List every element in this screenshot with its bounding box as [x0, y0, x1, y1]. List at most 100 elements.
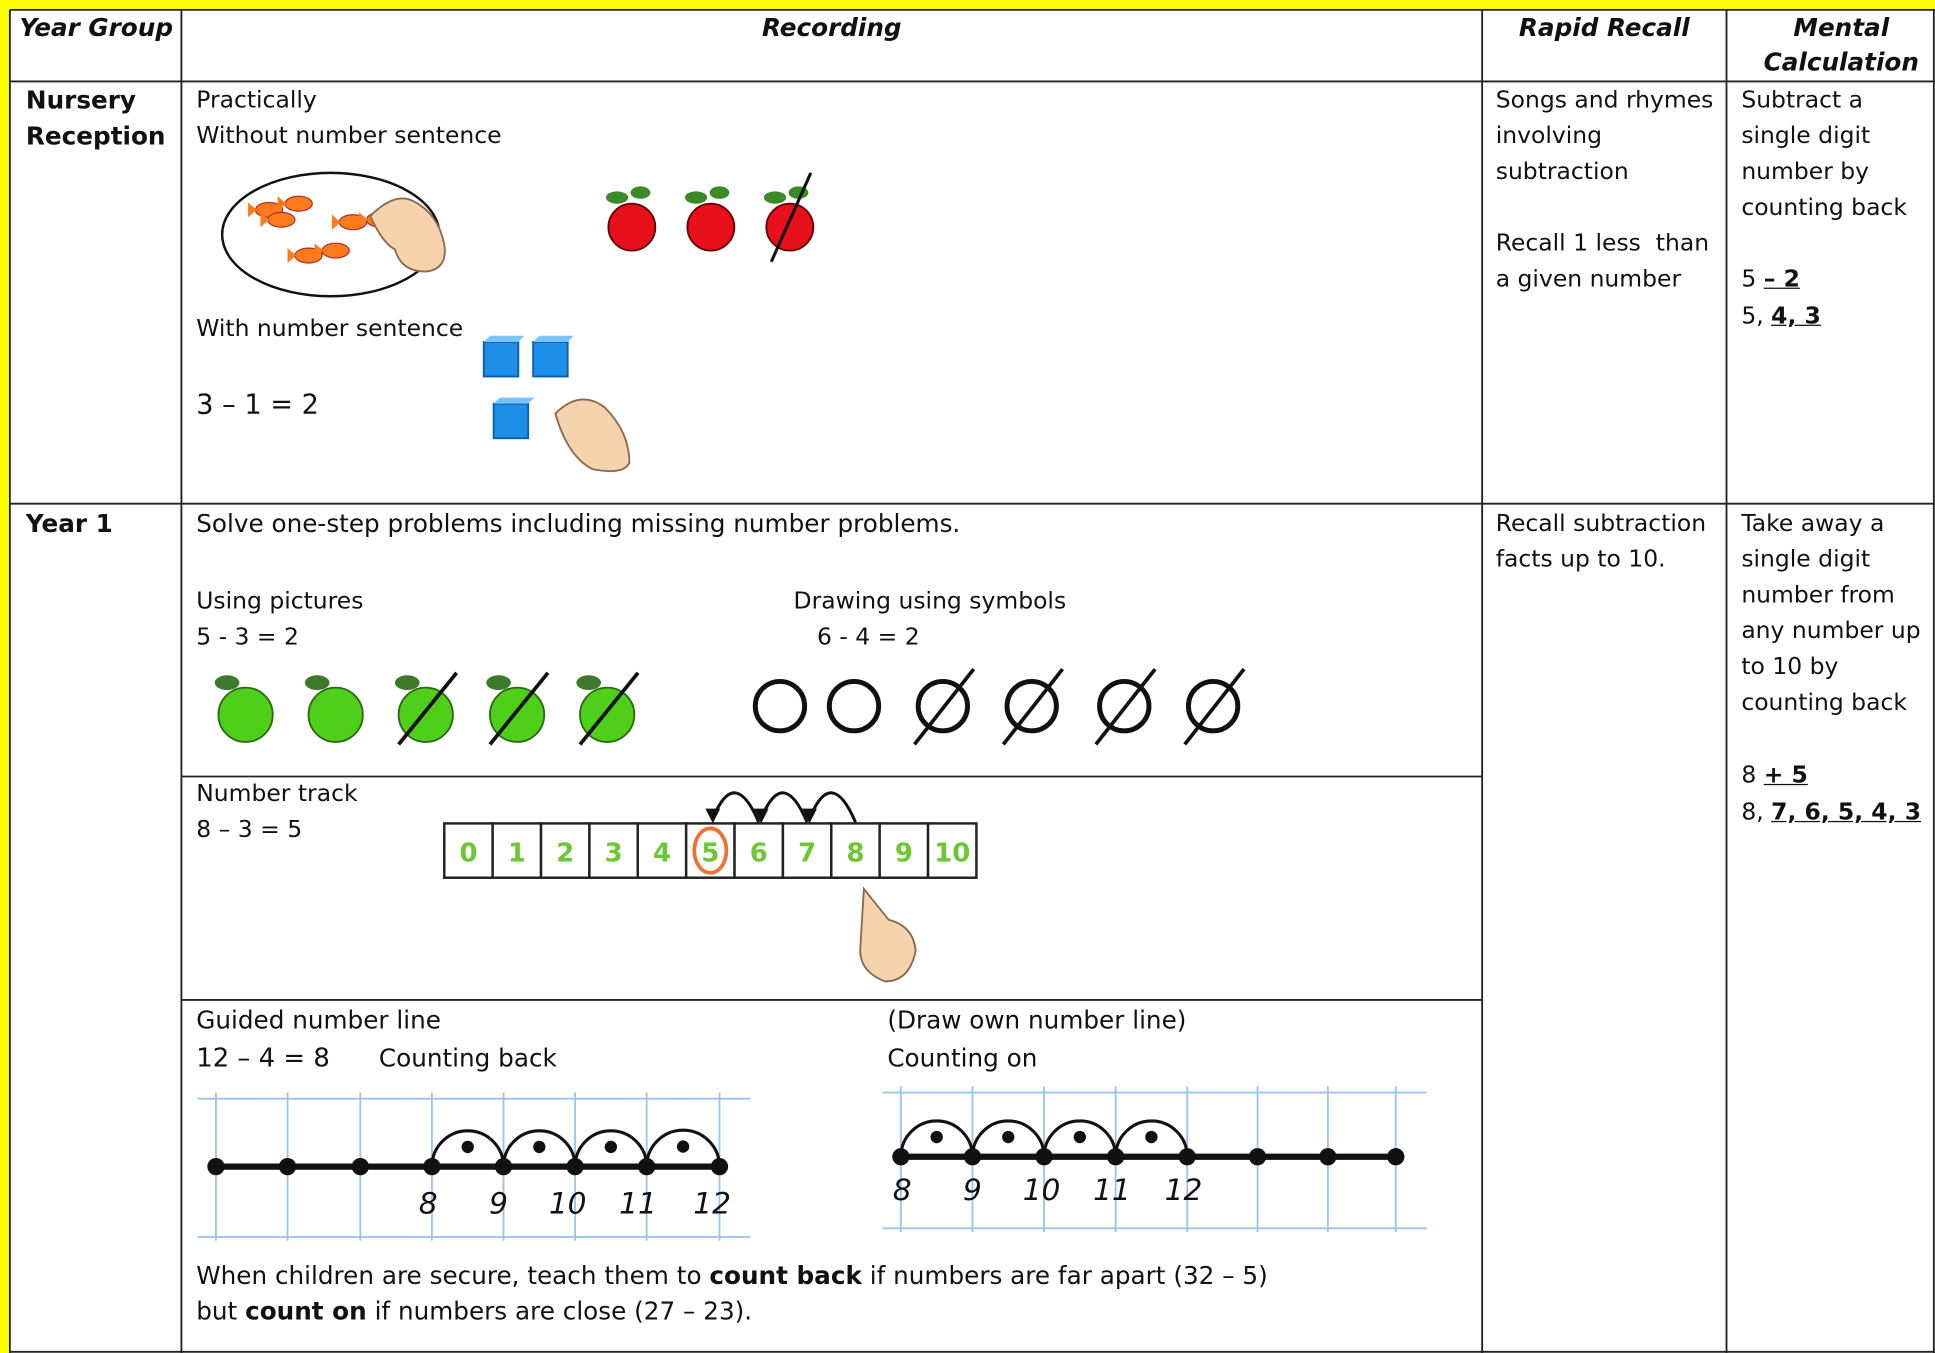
- line-number: 12: [1165, 1173, 1203, 1207]
- example-start: 5: [1741, 265, 1764, 293]
- recording-text: Number track: [196, 780, 358, 808]
- leaf: [605, 191, 629, 204]
- leaf: [304, 675, 330, 691]
- mental-example: 5, 4, 3: [1741, 299, 1821, 335]
- recording-text: Drawing using symbols: [793, 587, 1067, 615]
- symbol-circle: [1185, 678, 1241, 734]
- leaf: [394, 675, 420, 691]
- note-text: but: [196, 1296, 246, 1326]
- leaf: [486, 675, 511, 691]
- recording-text: (Draw own number line): [887, 1004, 1187, 1035]
- line-point: [278, 1157, 297, 1176]
- jump-arc: [1042, 1119, 1118, 1157]
- arc-dot: [1145, 1130, 1158, 1144]
- note-text: if numbers are far apart (32 – 5): [861, 1260, 1268, 1291]
- fish-tail: [260, 212, 270, 228]
- rapid-recall-text: Recall 1 less than a given number: [1495, 229, 1717, 293]
- track-number: 5: [701, 839, 719, 869]
- arc-dot: [1002, 1130, 1015, 1144]
- year-group: Year 1: [25, 508, 113, 539]
- cross-out: [578, 671, 640, 746]
- arrow-head: [705, 808, 721, 824]
- leaf: [684, 191, 708, 204]
- arrow-head: [753, 808, 769, 824]
- fish-tail: [248, 202, 257, 218]
- apple: [217, 686, 274, 743]
- example-step: + 5: [1763, 761, 1808, 789]
- cube-top: [483, 335, 525, 342]
- track-cell: [443, 822, 494, 879]
- track-cell: [588, 822, 640, 879]
- jump-arc: [970, 1119, 1046, 1157]
- jump-arc: [430, 1129, 506, 1167]
- fish-tail: [287, 248, 297, 263]
- track-cell: [781, 822, 833, 879]
- mental-text: Subtract a single digit number by counti…: [1741, 86, 1907, 221]
- line-number: 11: [1093, 1173, 1131, 1207]
- track-number: 7: [798, 839, 816, 869]
- cube-top: [493, 397, 535, 404]
- apple: [686, 202, 736, 252]
- line-point: [1178, 1148, 1196, 1166]
- cube-top: [533, 335, 574, 342]
- cross-out: [769, 172, 813, 263]
- line-point: [1106, 1148, 1125, 1166]
- line-point: [494, 1157, 513, 1176]
- apple: [765, 202, 815, 252]
- example-step: – 2: [1763, 265, 1800, 293]
- fish: [284, 195, 313, 212]
- method: Counting back: [378, 1043, 557, 1073]
- leaf: [630, 186, 651, 199]
- cross-out: [1094, 667, 1157, 746]
- track-number: 9: [895, 839, 913, 869]
- header-year-group: Year Group: [19, 12, 174, 42]
- cube: [532, 341, 569, 378]
- symbol-circle: [826, 678, 882, 734]
- number-sentence: 8 – 3 = 5: [196, 816, 303, 844]
- example-steps: 7, 6, 5, 4, 3: [1771, 798, 1922, 826]
- line-point: [207, 1157, 225, 1176]
- note-bold: count back: [709, 1260, 862, 1291]
- symbol-circle: [752, 678, 808, 734]
- jump-arc: [1114, 1119, 1189, 1157]
- leaf: [576, 675, 602, 691]
- track-cell: [539, 822, 591, 879]
- apple: [607, 202, 657, 252]
- note-bold: count on: [245, 1296, 367, 1326]
- arc-dot: [461, 1140, 474, 1154]
- leaf: [214, 675, 240, 691]
- cross-out: [397, 671, 459, 746]
- number-sentence: 6 - 4 = 2: [816, 623, 920, 651]
- line-point: [566, 1157, 584, 1176]
- arc-dot: [533, 1140, 546, 1154]
- arc-dot: [930, 1130, 943, 1144]
- symbol-circle: [1097, 678, 1152, 734]
- hand: [554, 398, 631, 473]
- line-point: [1035, 1148, 1053, 1166]
- rapid-recall-text: Songs and rhymes involving subtraction: [1495, 86, 1721, 186]
- method: Counting on: [887, 1043, 1038, 1073]
- recording-text: Guided number line: [196, 1004, 441, 1035]
- cross-out: [1183, 667, 1246, 746]
- arrow-head: [802, 808, 817, 824]
- number-sentence: 3 – 1 = 2: [196, 390, 319, 421]
- example-start: 8: [1741, 761, 1764, 789]
- line-number: 8: [419, 1187, 438, 1221]
- symbol-circle: [915, 678, 971, 734]
- fish-tail: [277, 196, 287, 212]
- mental-text: Take away a single digit number from any…: [1741, 509, 1929, 717]
- line-number: 9: [963, 1173, 982, 1207]
- line-point: [1319, 1148, 1337, 1166]
- track-cell: [926, 822, 978, 879]
- track-number: 2: [556, 839, 574, 869]
- recording-text: Using pictures: [196, 587, 364, 615]
- line-point: [710, 1157, 729, 1176]
- track-number: 0: [459, 839, 477, 869]
- header-recording: Recording: [761, 12, 902, 42]
- recording-text: With number sentence: [196, 314, 464, 342]
- track-number: 3: [605, 839, 623, 869]
- jump-arc: [573, 1129, 649, 1167]
- example-start: 8,: [1741, 798, 1772, 826]
